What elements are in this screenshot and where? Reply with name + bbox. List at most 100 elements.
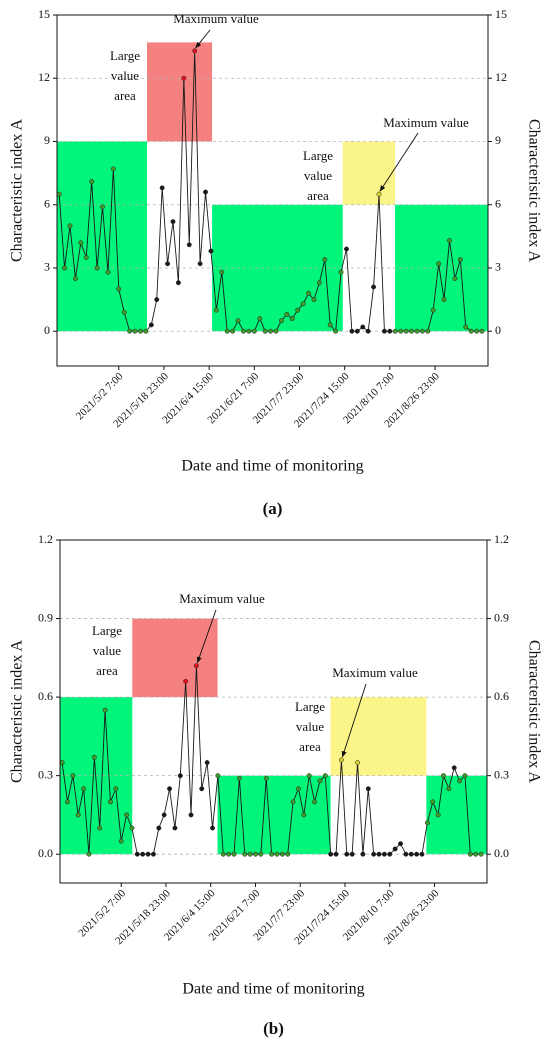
annotation: area bbox=[114, 88, 136, 103]
data-point bbox=[56, 191, 62, 197]
data-point bbox=[59, 760, 65, 766]
data-point bbox=[268, 328, 274, 334]
panel-label: (a) bbox=[263, 499, 283, 518]
data-point bbox=[165, 261, 171, 267]
data-point bbox=[274, 851, 280, 857]
y2-tick-label: 0.6 bbox=[494, 689, 509, 703]
data-point bbox=[97, 825, 103, 831]
annotation-arrow bbox=[196, 609, 217, 664]
data-point bbox=[296, 786, 301, 792]
data-point bbox=[148, 322, 154, 328]
data-point bbox=[290, 799, 296, 805]
annotation: value bbox=[111, 68, 139, 83]
y-tick-label: 1.2 bbox=[38, 532, 53, 546]
plot-frame bbox=[56, 14, 489, 367]
data-point bbox=[338, 269, 344, 275]
data-point bbox=[316, 280, 322, 286]
data-point bbox=[273, 328, 279, 334]
data-point bbox=[424, 820, 430, 826]
data-point bbox=[253, 851, 258, 857]
x-axis-title: Date and time of monitoring bbox=[181, 458, 363, 475]
data-point bbox=[167, 786, 172, 792]
data-point bbox=[463, 324, 469, 330]
data-point bbox=[134, 851, 140, 857]
data-point bbox=[381, 328, 387, 334]
data-point bbox=[312, 799, 318, 805]
data-point bbox=[462, 773, 468, 779]
y-tick-label: 15 bbox=[38, 7, 50, 21]
data-point bbox=[344, 851, 350, 857]
data-point bbox=[289, 316, 295, 322]
annotation: area bbox=[299, 739, 321, 754]
data-point bbox=[213, 307, 219, 313]
data-point bbox=[86, 851, 92, 857]
data-point bbox=[224, 328, 230, 334]
data-point bbox=[124, 812, 130, 818]
data-point bbox=[129, 825, 135, 831]
data-point bbox=[365, 786, 371, 792]
highlight-region bbox=[132, 618, 218, 698]
data-point bbox=[354, 328, 360, 334]
data-point bbox=[247, 851, 253, 857]
data-point bbox=[236, 775, 242, 781]
data-point bbox=[344, 246, 349, 252]
data-point bbox=[156, 825, 162, 831]
data-point bbox=[279, 851, 285, 857]
data-point bbox=[284, 311, 290, 317]
data-point bbox=[371, 851, 377, 857]
data-point bbox=[479, 328, 485, 334]
data-point bbox=[338, 757, 344, 763]
data-point bbox=[376, 191, 382, 197]
data-point bbox=[145, 851, 151, 857]
data-point bbox=[387, 328, 393, 334]
data-point bbox=[403, 851, 409, 857]
data-point bbox=[215, 773, 221, 779]
data-point bbox=[333, 328, 339, 334]
data-point bbox=[447, 238, 452, 244]
highlight-region bbox=[330, 697, 427, 776]
data-point bbox=[102, 707, 108, 713]
plot-frame bbox=[59, 539, 488, 884]
data-point bbox=[192, 48, 198, 54]
data-point bbox=[269, 851, 275, 857]
data-point bbox=[105, 269, 111, 275]
data-point bbox=[306, 290, 311, 296]
data-point bbox=[100, 204, 105, 210]
data-point bbox=[81, 786, 87, 792]
data-point bbox=[108, 799, 113, 805]
data-point bbox=[143, 328, 149, 334]
data-point bbox=[300, 301, 306, 307]
highlight-region bbox=[426, 775, 487, 855]
y-tick-label: 12 bbox=[38, 70, 50, 84]
data-point bbox=[186, 242, 192, 248]
data-point bbox=[478, 851, 484, 857]
data-point bbox=[262, 328, 268, 334]
data-point bbox=[398, 841, 403, 847]
annotation-arrow bbox=[195, 29, 211, 49]
data-point bbox=[193, 663, 199, 669]
annotation-arrow bbox=[341, 683, 367, 758]
annotation: value bbox=[296, 719, 324, 734]
data-point bbox=[183, 678, 189, 684]
annotation: Maximum value bbox=[179, 591, 265, 606]
data-point bbox=[435, 812, 441, 818]
data-point bbox=[414, 851, 420, 857]
y-tick-label: 3 bbox=[44, 260, 50, 274]
data-point bbox=[467, 851, 473, 857]
y-tick-label: 0.9 bbox=[38, 610, 53, 624]
data-point bbox=[226, 851, 232, 857]
data-point bbox=[220, 851, 226, 857]
data-point bbox=[333, 851, 339, 857]
data-point bbox=[452, 276, 458, 281]
data-point bbox=[355, 760, 360, 766]
y-tick-label: 0 bbox=[44, 323, 50, 337]
y-tick-label: 6 bbox=[44, 196, 50, 210]
data-point bbox=[231, 851, 237, 857]
y2-axis-title: Characteristic index A bbox=[525, 640, 542, 784]
data-point bbox=[441, 297, 447, 303]
data-point bbox=[94, 265, 100, 271]
data-point bbox=[349, 328, 355, 334]
